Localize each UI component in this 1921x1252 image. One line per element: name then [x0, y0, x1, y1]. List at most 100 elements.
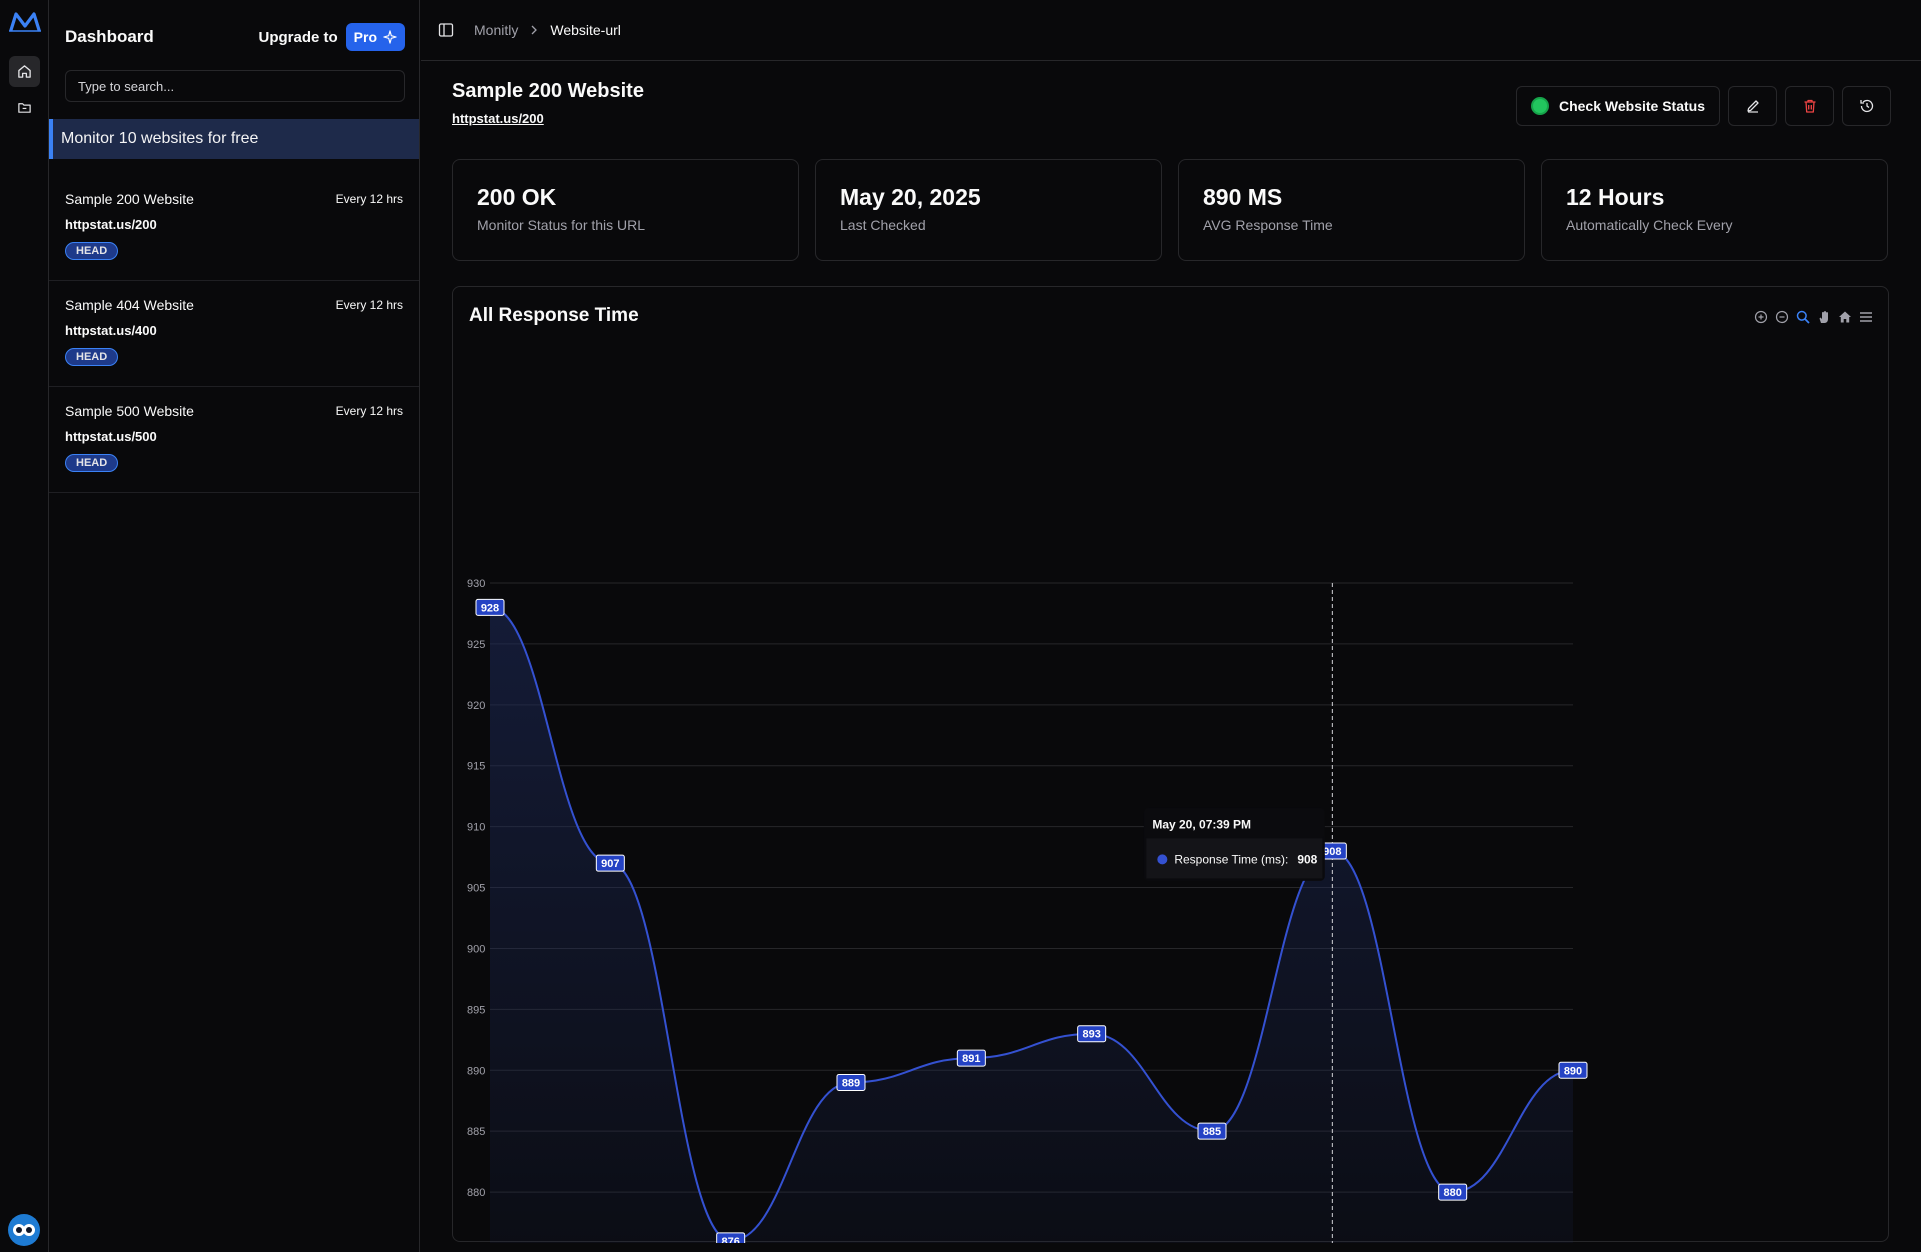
- tooltip-value: 908: [1297, 852, 1317, 866]
- zoom-in-button[interactable]: [1753, 309, 1769, 325]
- home-icon: [18, 65, 31, 78]
- menu-icon: [1860, 312, 1872, 322]
- delete-button[interactable]: [1785, 86, 1834, 126]
- data-label-box: [956, 1049, 986, 1067]
- monitor-name: Sample 500 Website: [65, 403, 194, 419]
- data-label: 891: [956, 1049, 986, 1067]
- page-title: Sample 200 Website: [452, 80, 644, 102]
- upgrade-pro-button[interactable]: Pro: [345, 23, 405, 51]
- data-label-text: 880: [1443, 1187, 1461, 1199]
- upgrade-text: Upgrade to: [258, 28, 338, 46]
- response-time-card: All Response Time 930 925 920 915 910 905 900 8…: [452, 286, 1890, 1243]
- series-line: [489, 606, 1574, 1242]
- check-status-button[interactable]: Check Website Status: [1515, 86, 1720, 126]
- monitor-item[interactable]: Sample 500 Website Every 12 hrs httpstat.…: [49, 387, 419, 493]
- monitor-url: httpstat.us/500: [65, 429, 157, 444]
- breadcrumb-root[interactable]: Monitly: [474, 22, 519, 38]
- home-icon: [1839, 311, 1851, 323]
- pro-label: Pro: [353, 29, 377, 45]
- monitor-item[interactable]: Sample 404 Website Every 12 hrs httpstat.…: [49, 281, 419, 387]
- y-axis: 930925920915910905900895890885880875: [467, 578, 485, 1199]
- data-label-box: [1197, 1122, 1227, 1140]
- check-status-label: Check Website Status: [1558, 98, 1705, 114]
- method-badge: HEAD: [65, 454, 119, 472]
- search-input[interactable]: [65, 70, 405, 102]
- tooltip-body: [1146, 838, 1323, 879]
- reset-zoom-button[interactable]: [1837, 309, 1853, 325]
- y-tick-label: 925: [467, 639, 485, 651]
- data-label-box: [1077, 1025, 1107, 1043]
- free-plan-banner[interactable]: Monitor 10 websites for free: [49, 119, 419, 159]
- monitor-name: Sample 404 Website: [65, 297, 194, 313]
- monitor-frequency: Every 12 hrs: [335, 192, 403, 206]
- user-avatar[interactable]: [8, 1214, 40, 1246]
- data-label: 885: [1197, 1122, 1227, 1140]
- upgrade-section: Upgrade to Pro: [258, 23, 405, 51]
- data-label: 908: [1317, 842, 1347, 860]
- breadcrumb: Monitly Website-url: [474, 22, 621, 38]
- data-label: 889: [836, 1073, 866, 1091]
- stat-card-avg-response: 890 MS AVG Response Time: [1178, 159, 1525, 261]
- y-tick-label: 880: [467, 1187, 485, 1199]
- y-tick-label: 895: [467, 1004, 485, 1016]
- monitor-list: Sample 200 Website Every 12 hrs httpstat.…: [49, 175, 419, 493]
- y-tick-label: 885: [467, 1126, 485, 1138]
- stat-value: 12 Hours: [1566, 184, 1665, 210]
- chart-menu-button[interactable]: [1858, 309, 1874, 325]
- tooltip-header: [1144, 808, 1325, 839]
- pan-button[interactable]: [1816, 309, 1832, 325]
- zoom-out-button[interactable]: [1774, 309, 1790, 325]
- edit-button[interactable]: [1728, 86, 1777, 126]
- data-label-text: 907: [601, 858, 619, 870]
- monitor-item[interactable]: Sample 200 Website Every 12 hrs httpstat.…: [49, 175, 419, 281]
- y-tick-label: 905: [467, 883, 485, 895]
- data-label-box: [716, 1232, 746, 1243]
- method-badge: HEAD: [65, 348, 119, 366]
- sidebar-title: Dashboard: [65, 27, 154, 46]
- y-tick-label: 910: [467, 822, 485, 834]
- data-label-box: [836, 1073, 866, 1091]
- pencil-icon: [1746, 100, 1759, 113]
- history-button[interactable]: [1842, 86, 1891, 126]
- stat-label: AVG Response Time: [1203, 217, 1333, 233]
- method-badge: HEAD: [65, 242, 119, 260]
- zoom-select-button[interactable]: [1795, 309, 1811, 325]
- stat-card-interval: 12 Hours Automatically Check Every: [1541, 159, 1888, 261]
- monitly-logo-icon[interactable]: [8, 10, 42, 34]
- monitor-url: httpstat.us/400: [65, 323, 157, 338]
- data-label: 880: [1438, 1183, 1468, 1201]
- stat-value: May 20, 2025: [840, 184, 981, 210]
- page-url-link[interactable]: httpstat.us/200: [452, 111, 544, 126]
- data-label-text: 885: [1203, 1126, 1221, 1138]
- tooltip-series-marker: [1157, 854, 1168, 865]
- folder-nav-button[interactable]: [9, 92, 40, 123]
- stats-row: 200 OK Monitor Status for this URL May 2…: [452, 159, 1888, 261]
- sidebar-toggle-icon[interactable]: [438, 22, 454, 38]
- icon-rail: [0, 0, 49, 1252]
- hand-icon: [1819, 311, 1828, 323]
- sidebar-header: Dashboard Upgrade to Pro: [65, 22, 405, 52]
- home-nav-button[interactable]: [9, 56, 40, 87]
- tooltip-title: May 20, 07:39 PM: [1152, 817, 1251, 831]
- series-area: [490, 607, 1573, 1243]
- sparkles-icon: [383, 30, 397, 44]
- y-tick-label: 915: [467, 761, 485, 773]
- sidebar: Dashboard Upgrade to Pro Monitor 10 webs…: [49, 0, 420, 1252]
- folder-icon: [18, 103, 31, 113]
- status-dot-icon: [1530, 97, 1549, 115]
- monitor-url: httpstat.us/200: [65, 217, 157, 232]
- zoom-out-icon: [1775, 310, 1789, 324]
- data-label: 928: [475, 598, 505, 616]
- y-tick-label: 890: [467, 1065, 485, 1077]
- owl-avatar-icon: [13, 1224, 35, 1236]
- monitor-frequency: Every 12 hrs: [335, 298, 403, 312]
- data-label-box: [595, 854, 625, 872]
- response-time-chart[interactable]: 930925920915910905900895890885880875 May…: [453, 287, 1890, 1243]
- data-label-text: 876: [721, 1236, 739, 1243]
- data-label-text: 890: [1564, 1065, 1582, 1077]
- stat-card-status: 200 OK Monitor Status for this URL: [452, 159, 799, 261]
- stat-label: Monitor Status for this URL: [477, 217, 646, 233]
- data-label: 893: [1077, 1025, 1107, 1043]
- y-tick-label: 920: [467, 700, 485, 712]
- chart-title: All Response Time: [469, 305, 639, 326]
